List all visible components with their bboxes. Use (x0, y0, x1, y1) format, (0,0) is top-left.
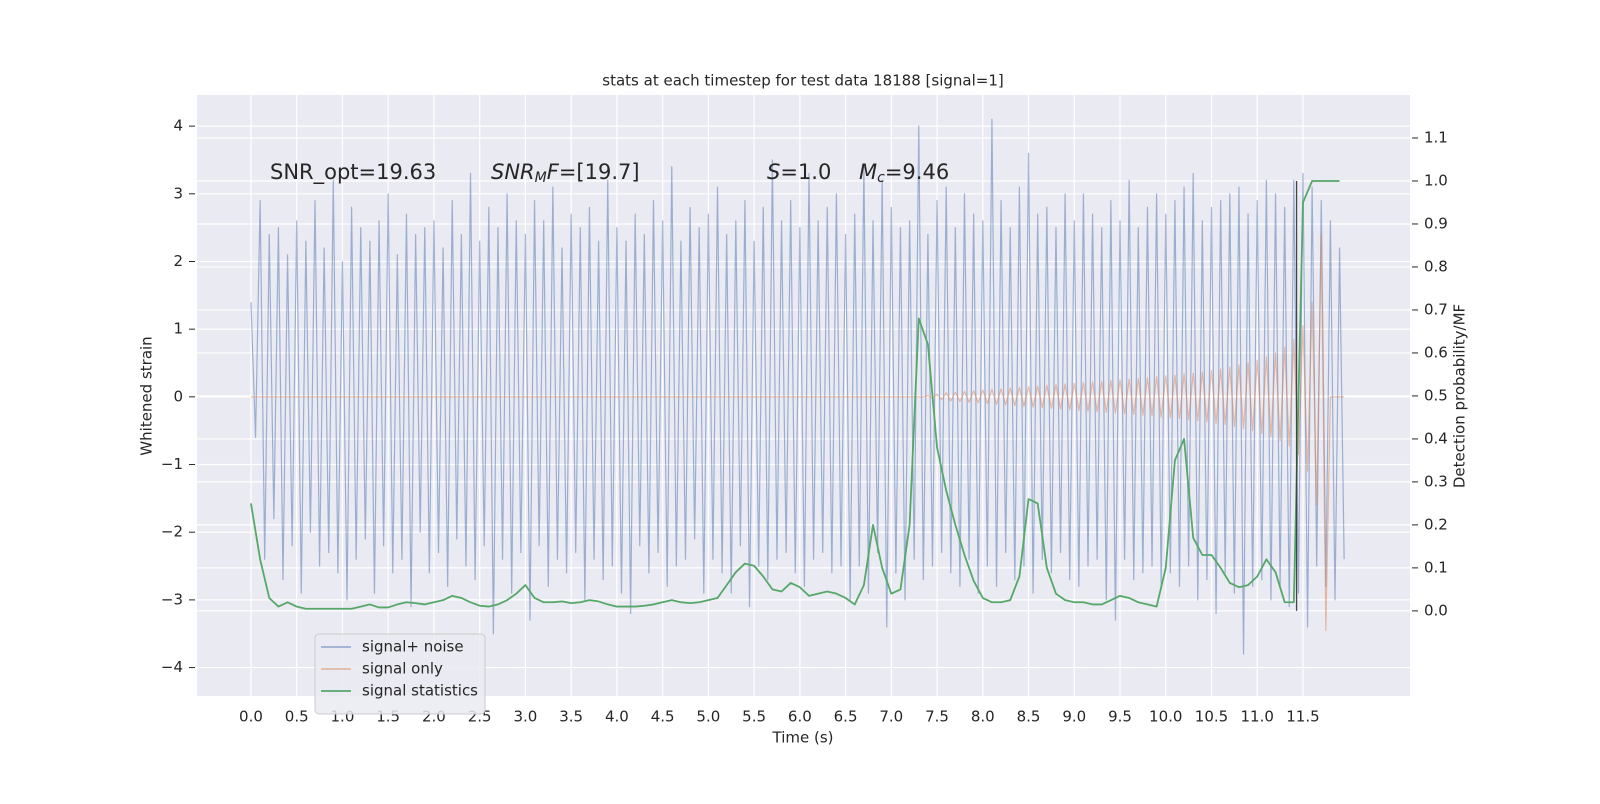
chart-title: stats at each timestep for test data 181… (602, 72, 1003, 90)
x-tick-label: 8.0 (971, 708, 995, 726)
x-tick-label: 10.0 (1149, 708, 1182, 726)
annotation-part: SNR_opt=19.63 (270, 160, 436, 185)
x-tick-label: 5.5 (742, 708, 766, 726)
annotation-part: M (535, 170, 547, 186)
x-tick-label: 7.0 (879, 708, 903, 726)
x-tick-label: 11.5 (1286, 708, 1319, 726)
annotation-part: S (767, 160, 780, 184)
y2-tick-label: 0.1 (1424, 558, 1448, 576)
ticks: 0.0 0.5 1.0 1.5 2.0 2.5 3.0 3.5 4.0 4.5 5.0 5.5 6.0 6… (161, 117, 1448, 726)
y2-tick-label: 0.0 (1424, 601, 1448, 619)
y-tick-label: 4 (173, 117, 183, 135)
legend-label: signal statistics (362, 682, 478, 700)
x-tick-label: 10.5 (1195, 708, 1228, 726)
annotation-part: F (547, 160, 560, 184)
x-tick-label: 0.5 (285, 708, 309, 726)
y2-tick-label: 0.9 (1424, 214, 1448, 232)
plot-area (250, 118, 1345, 655)
y-tick-label: 2 (173, 252, 183, 270)
annotation: S=1.0 (767, 160, 831, 184)
y2-axis-label: Detection probability/MF (1451, 304, 1469, 488)
x-tick-label: 7.5 (925, 708, 949, 726)
annotation-part: c (877, 170, 885, 186)
x-tick-label: 3.5 (559, 708, 583, 726)
annotation-part: =[19.7] (559, 160, 640, 184)
legend-box (314, 633, 486, 715)
y2-tick-label: 0.3 (1424, 472, 1448, 490)
x-tick-label: 3.0 (513, 708, 537, 726)
y-tick-label: −1 (161, 455, 183, 473)
x-tick-label: 11.0 (1241, 708, 1274, 726)
annotation-part: SNR (491, 160, 535, 184)
annotation: SNR_opt=19.63 (270, 160, 436, 185)
x-tick-label: 9.0 (1062, 708, 1086, 726)
y-tick-label: −2 (161, 523, 183, 541)
annotation-part: =9.46 (885, 160, 949, 184)
legend: signal+ noise signal only signal statistic… (314, 633, 486, 715)
x-axis-label: Time (s) (772, 729, 834, 747)
x-tick-label: 6.0 (788, 708, 812, 726)
annotation: Mc=9.46 (859, 160, 949, 186)
y2-tick-label: 0.6 (1424, 343, 1448, 361)
annotation-part: M (859, 160, 877, 184)
y2-tick-label: 0.4 (1424, 429, 1448, 447)
series-line (250, 118, 1345, 655)
annotation: SNRMF=[19.7] (491, 160, 640, 186)
y2-tick-label: 0.8 (1424, 257, 1448, 275)
x-tick-label: 9.5 (1108, 708, 1132, 726)
series-line (250, 233, 1345, 631)
x-tick-label: 4.0 (605, 708, 629, 726)
legend-label: signal only (362, 660, 443, 678)
y-tick-label: 3 (173, 184, 183, 202)
x-tick-label: 5.0 (696, 708, 720, 726)
legend-label: signal+ noise (362, 638, 464, 656)
x-tick-label: 0.0 (239, 708, 263, 726)
y2-tick-label: 1.0 (1424, 171, 1448, 189)
y2-tick-label: 0.7 (1424, 300, 1448, 318)
y-tick-label: −3 (161, 590, 183, 608)
x-tick-label: 8.5 (1017, 708, 1041, 726)
y2-tick-label: 0.2 (1424, 515, 1448, 533)
series-line (250, 180, 1340, 610)
annotation-part: =1.0 (780, 160, 831, 184)
y-axis-label: Whitened strain (138, 336, 156, 455)
y-tick-label: 1 (173, 320, 183, 338)
y2-tick-label: 0.5 (1424, 386, 1448, 404)
annotations: SNR_opt=19.63 SNRMF=[19.7] S=1.0 Mc=9.46 (270, 160, 949, 186)
x-tick-label: 6.5 (834, 708, 858, 726)
y-tick-label: 0 (173, 387, 183, 405)
y2-tick-label: 1.1 (1424, 128, 1448, 146)
x-tick-label: 4.5 (651, 708, 675, 726)
y-tick-label: −4 (161, 658, 183, 676)
